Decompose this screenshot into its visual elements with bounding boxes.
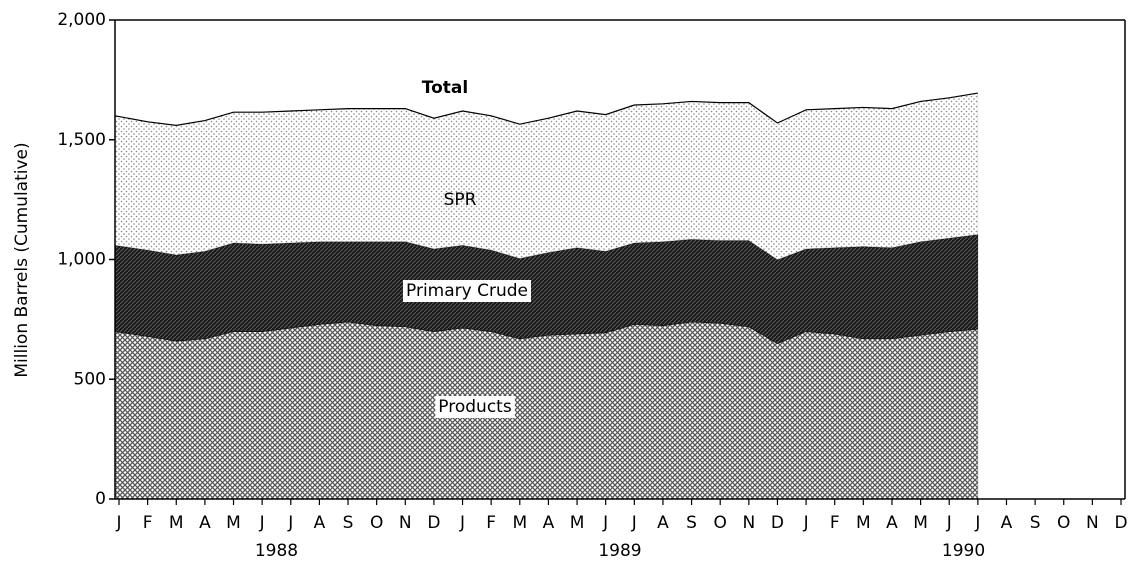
x-tick-label: A — [314, 513, 326, 533]
x-tick-label: M — [856, 513, 871, 533]
y-tick-label: 500 — [74, 369, 106, 389]
x-tick-label: M — [570, 513, 585, 533]
x-tick-label: M — [226, 513, 241, 533]
y-tick-label: 0 — [95, 489, 106, 509]
x-tick-label: O — [714, 513, 727, 533]
x-tick-label: D — [1114, 513, 1127, 533]
x-tick-label: M — [169, 513, 184, 533]
x-tick-label: A — [657, 513, 669, 533]
x-tick-label: D — [427, 513, 440, 533]
year-label: 1990 — [942, 541, 985, 561]
series-label-box — [435, 396, 515, 418]
y-tick-label: 2,000 — [57, 10, 106, 30]
x-tick-label: O — [1057, 513, 1070, 533]
x-tick-label: O — [370, 513, 383, 533]
x-tick-label: J — [946, 513, 952, 533]
x-tick-label: A — [199, 513, 211, 533]
x-tick-label: A — [543, 513, 555, 533]
x-tick-label: A — [1001, 513, 1013, 533]
year-label: 1988 — [255, 541, 298, 561]
area-edge — [114, 92, 978, 126]
x-tick-label: J — [459, 513, 465, 533]
x-tick-label: N — [1086, 513, 1099, 533]
series-label: Products — [438, 397, 512, 417]
x-tick-label: J — [631, 513, 637, 533]
y-tick-label: 1,500 — [57, 130, 106, 150]
x-tick-label: F — [143, 513, 153, 533]
x-tick-label: A — [886, 513, 898, 533]
x-tick-label: J — [287, 513, 293, 533]
series-label: SPR — [444, 190, 477, 210]
annotation: Total — [422, 78, 468, 98]
x-tick-label: M — [512, 513, 527, 533]
x-tick-label: F — [486, 513, 496, 533]
x-tick-label: J — [115, 513, 121, 533]
x-tick-label: N — [742, 513, 755, 533]
y-tick-label: 1,000 — [57, 250, 106, 270]
x-tick-label: J — [259, 513, 265, 533]
y-axis-label: Million Barrels (Cumulative) — [12, 142, 32, 377]
x-tick-label: S — [343, 513, 354, 533]
x-tick-label: J — [602, 513, 608, 533]
year-label: 1989 — [598, 541, 641, 561]
x-tick-label: J — [974, 513, 980, 533]
x-tick-label: J — [803, 513, 809, 533]
x-tick-label: S — [1030, 513, 1041, 533]
x-tick-label: F — [830, 513, 840, 533]
x-tick-label: D — [771, 513, 784, 533]
x-tick-label: N — [399, 513, 412, 533]
area — [114, 321, 979, 500]
series-label-box — [403, 280, 531, 302]
x-tick-label: M — [913, 513, 928, 533]
x-tick-label: S — [686, 513, 697, 533]
series-label: Primary Crude — [406, 281, 528, 301]
